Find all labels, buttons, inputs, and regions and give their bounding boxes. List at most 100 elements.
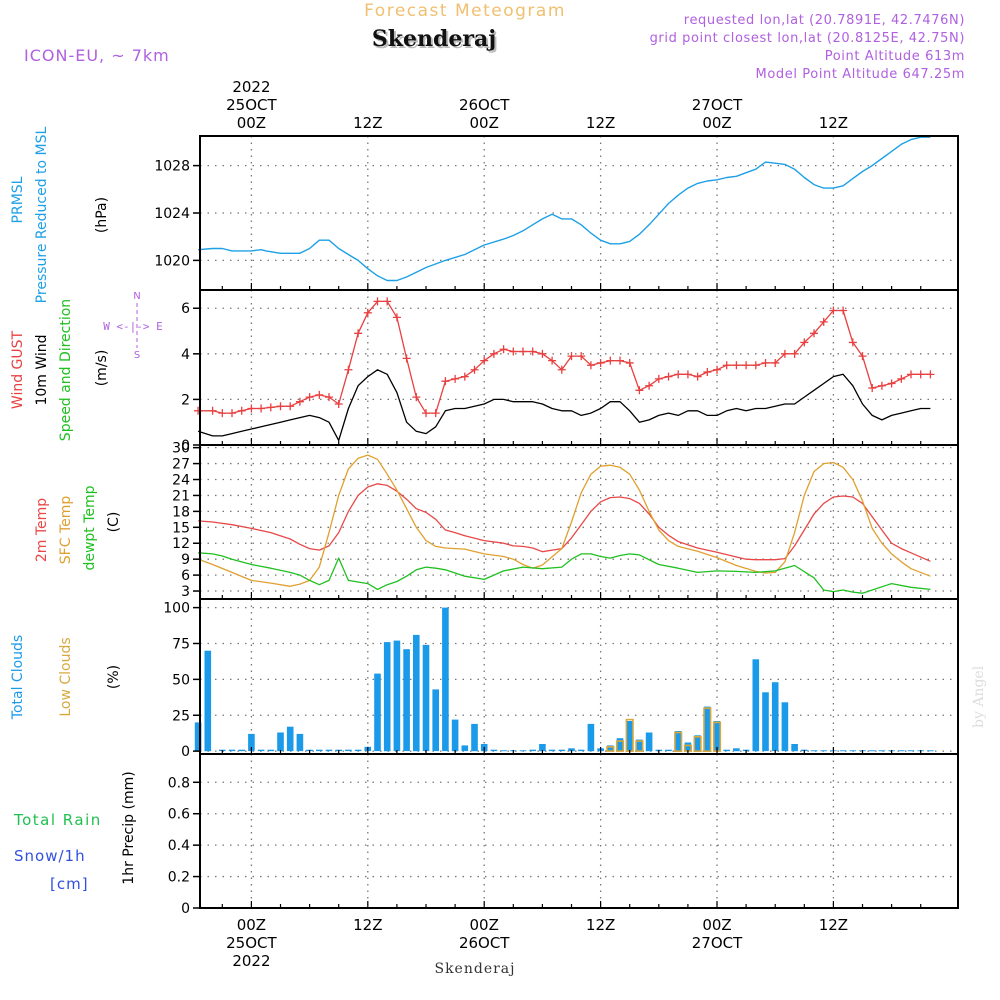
temp-2m-axis-label: 2m Temp	[34, 498, 50, 562]
wind-gust-marker	[276, 402, 285, 411]
bottom-time-label: 12Z	[819, 916, 848, 934]
low-cloud-bar	[703, 707, 712, 752]
dewpt-temp-axis-label: dewpt Temp	[82, 485, 98, 570]
wind-axis-unit: (m/s)	[94, 350, 110, 387]
bottom-time-label: 00Z	[470, 916, 499, 934]
wind-gust-marker	[257, 404, 266, 413]
y-tick-label: 9	[181, 552, 190, 568]
wind-gust-marker	[635, 386, 644, 395]
wind-gust-marker	[392, 313, 401, 322]
total-cloud-bar	[694, 735, 701, 752]
wind-gust-marker	[557, 365, 566, 374]
top-time-label: 00Z	[470, 114, 499, 132]
top-time-label: 25OCT	[226, 96, 277, 114]
total-cloud-bar	[665, 749, 672, 752]
wind-gust-marker	[528, 347, 537, 356]
y-tick-label: 24	[172, 473, 190, 489]
total-cloud-bar	[345, 749, 352, 752]
y-tick-label: 0.8	[168, 775, 190, 791]
bottom-time-label: 27OCT	[692, 934, 743, 952]
wind-gust-marker	[383, 297, 392, 306]
temp-2m-line	[198, 483, 931, 562]
low-cloud-bar	[615, 740, 625, 752]
low-clouds-axis-label: Low Clouds	[58, 637, 74, 716]
total-cloud-bar	[422, 644, 430, 752]
clouds-axis-unit: (%)	[106, 665, 122, 689]
temp-axis-unit: (C)	[106, 512, 122, 533]
wind-gust-marker	[499, 345, 508, 354]
total-cloud-bar	[791, 744, 798, 752]
wind-gust-marker	[829, 306, 838, 315]
total-cloud-bar	[354, 749, 362, 752]
wind-gust-marker	[412, 393, 421, 402]
total-cloud-bar	[248, 733, 255, 752]
top-time-label: 2022	[232, 78, 270, 96]
total-cloud-bar	[684, 742, 692, 752]
total-cloud-bar	[403, 649, 410, 752]
wind-gust-marker	[577, 352, 586, 361]
wind-gust-marker	[751, 361, 760, 370]
wind-gust-marker	[664, 372, 673, 381]
y-tick-label: 0	[181, 901, 190, 917]
y-tick-label: 0	[181, 438, 190, 454]
top-time-label: 12Z	[353, 114, 382, 132]
wind-gust-marker	[703, 368, 712, 377]
top-time-label: 00Z	[702, 114, 731, 132]
wind-gust-marker	[363, 308, 372, 317]
model-point-altitude: Model Point Altitude 647.25m	[756, 67, 965, 82]
total-cloud-bar	[723, 749, 730, 752]
total-cloud-bar	[733, 748, 740, 752]
low-cloud-bar	[693, 735, 702, 752]
low-cloud-bar	[635, 740, 644, 752]
precip-axis-label: 1hr Precip (mm)	[121, 771, 137, 884]
total-cloud-bar	[413, 634, 420, 752]
total-cloud-bar	[296, 733, 304, 752]
wind-gust-marker	[877, 381, 886, 390]
wind-gust-marker	[266, 403, 275, 412]
wind-gust-marker	[305, 393, 314, 402]
author-credit: by Angel	[971, 665, 987, 728]
wind-gust-marker	[819, 317, 828, 326]
wind-gust-marker	[325, 393, 334, 402]
total-cloud-bar	[713, 721, 721, 752]
wind-gust-marker	[344, 365, 353, 374]
wind-gust-marker	[228, 409, 237, 418]
y-tick-label: 50	[172, 672, 190, 688]
total-cloud-bar	[568, 748, 575, 752]
wind-gust-marker	[480, 356, 489, 365]
y-tick-label: 1020	[154, 253, 190, 269]
total-cloud-bar	[277, 732, 284, 752]
axis-ticks	[193, 164, 922, 909]
compass-north: N	[133, 291, 140, 302]
wind-gust-marker	[548, 356, 557, 365]
wind-gust-marker	[674, 370, 683, 379]
grid-point-coordinates: grid point closest lon,lat (20.8125E, 42…	[650, 31, 965, 46]
total-cloud-bar	[674, 731, 682, 752]
point-altitude: Point Altitude 613m	[825, 49, 965, 64]
wind-gust-marker	[431, 409, 440, 418]
wind-gust-marker	[907, 370, 916, 379]
wind-gust-marker	[800, 338, 809, 347]
total-cloud-bar	[500, 750, 507, 752]
wind-gust-marker	[247, 404, 256, 413]
bottom-time-label: 12Z	[353, 916, 382, 934]
wind-gust-marker	[848, 338, 857, 347]
y-tick-label: 12	[172, 536, 190, 552]
total-cloud-bar	[228, 749, 236, 752]
y-tick-label: 6	[181, 568, 190, 584]
total-cloud-bar	[781, 702, 789, 752]
pressure-line	[198, 136, 931, 282]
wind-gust-marker	[295, 397, 304, 406]
wind-gust-marker	[645, 381, 654, 390]
y-tick-label: 1024	[154, 206, 190, 222]
total-cloud-bar	[374, 673, 381, 752]
axis-labels: 1020102410280246369121518212427300255075…	[10, 78, 848, 970]
wind-direction-axis-label: Speed and Direction	[58, 299, 74, 441]
total-cloud-bar	[771, 682, 779, 752]
wind-gust-marker	[732, 361, 741, 370]
wind-gust-marker	[790, 349, 799, 358]
wind-gust-marker	[897, 374, 906, 383]
snow-unit-label: [cm]	[50, 875, 89, 893]
y-tick-label: 1028	[154, 159, 190, 175]
total-cloud-bar	[868, 750, 876, 752]
